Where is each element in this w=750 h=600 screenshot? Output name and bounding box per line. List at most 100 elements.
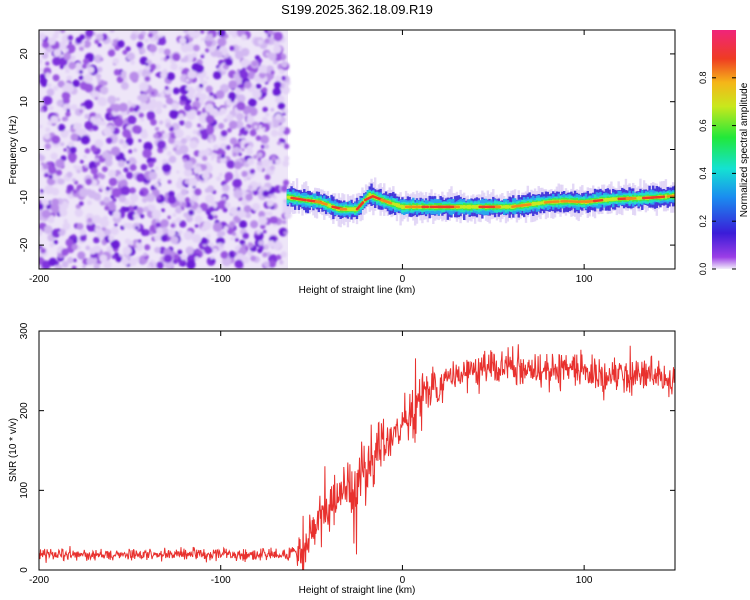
- noise-speckle: [262, 252, 268, 258]
- noise-speckle: [160, 57, 164, 61]
- noise-speckle: [60, 30, 66, 34]
- ridge-segment: [473, 205, 477, 209]
- noise-speckle: [126, 160, 130, 165]
- noise-speckle: [161, 130, 165, 135]
- noise-speckle: [206, 234, 211, 239]
- noise-speckle: [72, 122, 81, 131]
- noise-speckle: [281, 139, 286, 143]
- noise-speckle: [48, 257, 57, 267]
- noise-speckle: [191, 194, 199, 202]
- noise-speckle: [213, 144, 219, 151]
- noise-speckle: [126, 52, 136, 61]
- noise-speckle: [215, 90, 225, 99]
- noise-speckle: [223, 226, 229, 231]
- noise-speckle: [213, 125, 218, 130]
- noise-speckle: [257, 39, 264, 45]
- noise-speckle: [95, 73, 102, 79]
- ridge-segment: [352, 207, 355, 212]
- noise-speckle: [172, 258, 178, 265]
- noise-speckle: [180, 137, 188, 145]
- noise-speckle: [188, 177, 198, 187]
- noise-speckle: [201, 155, 208, 162]
- noise-speckle: [229, 221, 235, 228]
- noise-speckle: [93, 173, 99, 180]
- noise-speckle: [94, 96, 99, 101]
- noise-speckle: [217, 30, 226, 37]
- noise-speckle: [141, 128, 147, 134]
- noise-speckle: [247, 242, 254, 249]
- noise-speckle: [171, 102, 179, 111]
- noise-speckle: [84, 148, 91, 154]
- noise-speckle: [130, 33, 138, 41]
- noise-speckle: [241, 200, 248, 206]
- noise-speckle: [234, 259, 244, 269]
- noise-speckle: [84, 100, 90, 107]
- spec-y-tick-label: 10: [19, 96, 30, 108]
- noise-speckle: [127, 115, 137, 125]
- noise-speckle: [205, 76, 209, 80]
- noise-speckle: [64, 65, 69, 70]
- noise-speckle: [227, 92, 237, 101]
- noise-speckle: [99, 254, 108, 263]
- noise-speckle: [254, 125, 258, 129]
- noise-speckle: [68, 61, 77, 70]
- noise-speckle: [188, 87, 196, 95]
- ridge-segment: [541, 201, 544, 205]
- snr-y-tick-label: 0: [19, 567, 30, 573]
- ridge-segment: [461, 205, 464, 209]
- noise-speckle: [233, 161, 243, 170]
- noise-speckle: [93, 263, 100, 269]
- noise-speckle: [71, 265, 77, 269]
- noise-speckle: [275, 113, 282, 121]
- noise-speckle: [185, 246, 194, 255]
- noise-speckle: [205, 85, 213, 93]
- noise-speckle: [198, 83, 204, 89]
- noise-speckle: [246, 145, 253, 151]
- noise-speckle: [266, 199, 274, 207]
- noise-speckle: [39, 77, 48, 86]
- noise-speckle: [74, 208, 84, 218]
- noise-speckle: [99, 57, 104, 62]
- noise-speckle: [260, 144, 265, 149]
- noise-speckle: [48, 37, 56, 46]
- noise-speckle: [156, 261, 164, 269]
- noise-speckle: [42, 95, 53, 106]
- noise-speckle: [70, 133, 79, 142]
- plot-frame-2: [38, 330, 676, 571]
- noise-speckle: [39, 202, 44, 211]
- noise-speckle: [206, 211, 211, 216]
- noise-speckle: [185, 86, 190, 91]
- noise-speckle: [274, 54, 282, 62]
- noise-speckle: [120, 72, 127, 79]
- noise-speckle: [112, 198, 117, 202]
- noise-speckle: [281, 75, 286, 81]
- noise-speckle: [216, 231, 224, 238]
- ridge-segment: [397, 203, 400, 208]
- noise-speckle: [140, 117, 145, 122]
- noise-speckle: [273, 222, 277, 227]
- noise-speckle: [117, 160, 126, 168]
- noise-speckle: [39, 124, 43, 129]
- noise-speckle: [137, 239, 142, 244]
- noise-speckle: [94, 228, 100, 234]
- noise-speckle: [165, 97, 174, 105]
- noise-speckle: [82, 264, 86, 269]
- noise-speckle: [94, 39, 100, 45]
- noise-speckle: [201, 171, 210, 180]
- noise-speckle: [59, 208, 68, 217]
- noise-speckle: [151, 91, 155, 95]
- noise-speckle: [87, 217, 93, 223]
- noise-speckle: [52, 74, 60, 82]
- noise-speckle: [109, 186, 114, 191]
- noise-speckle: [108, 235, 115, 242]
- noise-speckle: [177, 177, 183, 183]
- noise-speckle: [40, 247, 46, 254]
- noise-speckle: [94, 139, 104, 148]
- noise-speckle: [158, 47, 165, 54]
- noise-speckle: [239, 70, 249, 80]
- noise-speckle: [43, 225, 53, 235]
- ridge-peak-dash: [584, 199, 595, 204]
- noise-speckle: [235, 120, 244, 129]
- noise-speckle: [116, 40, 125, 48]
